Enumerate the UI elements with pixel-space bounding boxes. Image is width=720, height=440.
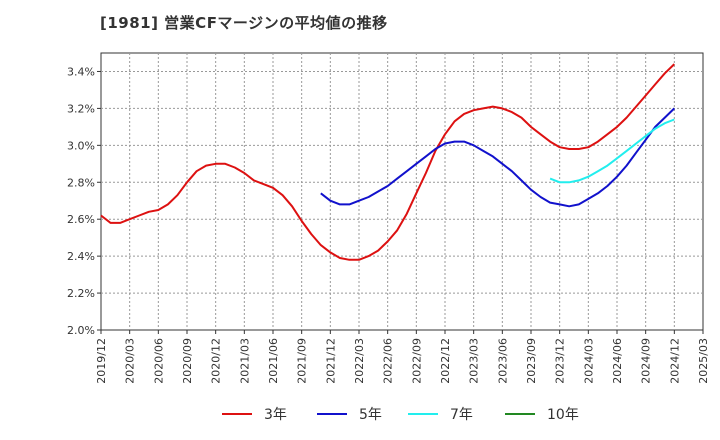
x-tick-label: 2022/03 [353,338,366,384]
y-tick-label: 3.4% [67,65,95,78]
x-tick-label: 2025/03 [697,338,710,384]
series-line-3 [549,118,675,184]
y-tick-label: 3.0% [67,139,95,152]
x-tick-label: 2020/03 [124,338,137,384]
x-tick-label: 2021/06 [267,338,280,384]
x-tick-label: 2020/06 [152,338,165,384]
x-tick-label: 2021/09 [296,338,309,384]
x-tick-label: 2019/12 [95,338,108,384]
x-tick-label: 2022/09 [410,338,423,384]
x-tick-label: 2021/03 [238,338,251,384]
x-tick-label: 2023/06 [496,338,509,384]
series-line-2 [320,107,675,208]
y-tick-label: 2.4% [67,250,95,263]
x-tick-label: 2024/09 [640,338,653,384]
x-tick-label: 2021/12 [324,338,337,384]
x-tick-label: 2024/12 [668,338,681,384]
y-tick-label: 2.8% [67,176,95,189]
y-tick-label: 3.2% [67,102,95,115]
y-tick-label: 2.6% [67,213,95,226]
x-tick-label: 2024/06 [611,338,624,384]
x-tick-label: 2020/12 [210,338,223,384]
x-tick-label: 2022/06 [382,338,395,384]
legend-label-3: 7年 [450,407,473,423]
y-tick-label: 2.0% [67,324,95,337]
series-line-1 [100,63,675,261]
y-tick-label: 2.2% [67,287,95,300]
x-tick-label: 2023/03 [468,338,481,384]
legend-label-4: 10年 [547,407,579,423]
plot-area [100,52,704,331]
x-tick-label: 2023/12 [554,338,567,384]
x-tick-label: 2022/12 [439,338,452,384]
legend-label-1: 3年 [264,407,287,423]
x-tick-label: 2024/03 [582,338,595,384]
x-tick-label: 2020/09 [181,338,194,384]
legend-label-2: 5年 [359,407,382,423]
chart-title: [1981] 営業CFマージンの平均値の推移 [100,14,388,32]
x-tick-label: 2023/09 [525,338,538,384]
